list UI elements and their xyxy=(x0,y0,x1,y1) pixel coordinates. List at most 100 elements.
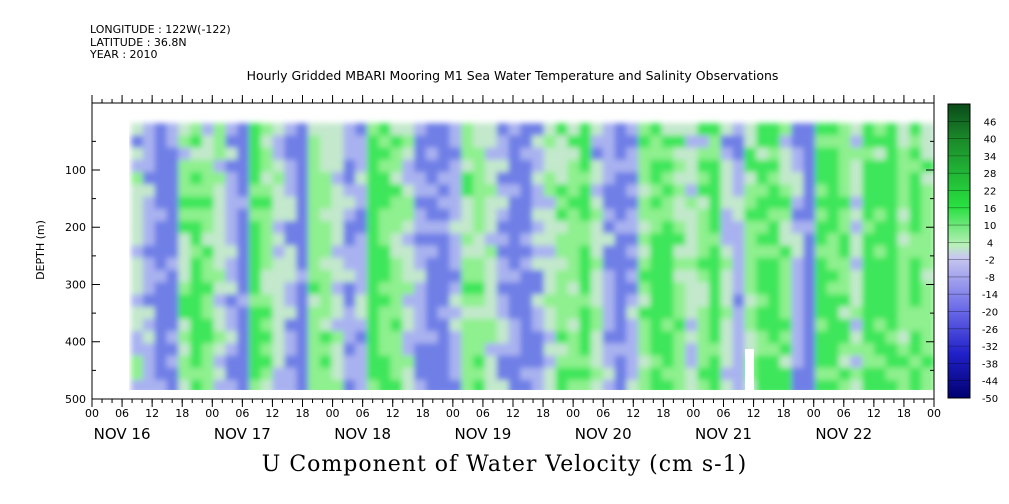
heatmap-cell xyxy=(437,294,452,309)
heatmap-cell xyxy=(473,306,487,321)
heatmap-cell xyxy=(520,380,535,390)
heatmap-cell xyxy=(815,306,829,321)
heatmap-cell xyxy=(685,208,700,223)
heatmap-cell xyxy=(496,331,511,346)
heatmap-cell xyxy=(520,172,535,187)
heatmap-cell xyxy=(260,355,275,370)
heatmap-cell xyxy=(425,221,440,236)
heatmap-cell xyxy=(650,306,664,321)
heatmap-cell xyxy=(308,147,322,162)
heatmap-cell xyxy=(591,233,605,248)
heatmap-cell xyxy=(685,367,700,382)
heatmap-cell xyxy=(874,318,888,334)
heatmap-cell xyxy=(567,233,582,248)
heatmap-cell xyxy=(815,147,829,162)
heatmap-cell xyxy=(803,147,818,162)
x-hour-tick-label: 12 xyxy=(145,407,159,420)
heatmap-cell xyxy=(272,196,287,211)
heatmap-cell xyxy=(803,123,818,138)
heatmap-cell xyxy=(201,184,216,199)
heatmap-cell xyxy=(343,257,358,272)
heatmap-cell xyxy=(366,355,381,370)
heatmap-cell xyxy=(437,270,452,285)
heatmap-cell xyxy=(885,270,900,285)
heatmap-cell xyxy=(437,184,452,199)
heatmap-cell xyxy=(484,343,499,358)
heatmap-cell xyxy=(425,318,440,334)
heatmap-cell xyxy=(767,221,782,236)
heatmap-cell xyxy=(862,147,876,162)
heatmap-cell xyxy=(249,367,263,382)
heatmap-cell xyxy=(484,282,499,297)
heatmap-cell xyxy=(767,318,782,334)
heatmap-cell xyxy=(779,257,794,272)
heatmap-cell xyxy=(791,172,806,187)
heatmap-cell xyxy=(355,172,369,187)
heatmap-cell xyxy=(826,294,841,309)
heatmap-cell xyxy=(237,380,251,390)
heatmap-cell xyxy=(921,367,934,382)
heatmap-cell xyxy=(638,257,652,272)
heatmap-cell xyxy=(826,306,841,321)
heatmap-cell xyxy=(484,331,499,346)
heatmap-cell xyxy=(425,355,440,370)
heatmap-cell xyxy=(638,270,652,285)
heatmap-cell xyxy=(437,233,452,248)
heatmap-cell xyxy=(626,270,641,285)
heatmap-cell xyxy=(555,196,570,211)
heatmap-cell xyxy=(685,355,700,370)
heatmap-cell xyxy=(260,135,275,150)
heatmap-cell xyxy=(708,208,723,223)
heatmap-cell xyxy=(779,123,794,138)
heatmap-cell xyxy=(708,123,723,138)
heatmap-cell xyxy=(213,245,228,260)
heatmap-cell xyxy=(319,343,334,358)
heatmap-cell xyxy=(532,172,546,187)
heatmap-cell xyxy=(555,147,570,162)
heatmap-cell xyxy=(862,306,876,321)
heatmap-cell xyxy=(260,306,275,321)
heatmap-cell xyxy=(319,331,334,346)
heatmap-cell xyxy=(862,233,876,248)
heatmap-cell xyxy=(473,123,487,138)
heatmap-cell xyxy=(154,367,169,382)
heatmap-cell xyxy=(131,331,145,346)
x-hour-tick-label: 18 xyxy=(656,407,670,420)
heatmap-cell xyxy=(237,208,251,223)
heatmap-cell xyxy=(897,233,912,248)
heatmap-cell xyxy=(791,318,806,334)
heatmap-cell xyxy=(673,318,688,334)
heatmap-cell xyxy=(885,318,900,334)
heatmap-cell xyxy=(154,172,169,187)
heatmap-cell xyxy=(131,172,145,187)
heatmap-cell xyxy=(862,282,876,297)
heatmap-cell xyxy=(201,331,216,346)
heatmap-cell xyxy=(909,135,924,150)
heatmap-cell xyxy=(461,196,476,211)
heatmap-cell xyxy=(272,233,287,248)
heatmap-cell xyxy=(626,331,641,346)
heatmap-cell xyxy=(862,367,876,382)
heatmap-cell xyxy=(343,208,358,223)
heatmap-cell xyxy=(921,208,934,223)
heatmap-cell xyxy=(449,282,464,297)
heatmap-cell xyxy=(555,367,570,382)
heatmap-cell xyxy=(131,282,145,297)
heatmap-cell xyxy=(390,172,405,187)
heatmap-cell xyxy=(390,282,405,297)
x-hour-tick-label: 18 xyxy=(536,407,550,420)
heatmap-cell xyxy=(308,123,322,138)
heatmap-cell xyxy=(496,282,511,297)
heatmap-cell xyxy=(862,245,876,260)
heatmap-cell xyxy=(166,135,181,150)
heatmap-cell xyxy=(543,233,558,248)
heatmap-cell xyxy=(449,123,464,138)
heatmap-cell xyxy=(532,367,546,382)
heatmap-cell xyxy=(815,270,829,285)
heatmap-cell xyxy=(449,135,464,150)
heatmap-cell xyxy=(473,233,487,248)
heatmap-cell xyxy=(142,257,157,272)
heatmap-cell xyxy=(744,221,759,236)
heatmap-cell xyxy=(296,355,310,370)
heatmap-cell xyxy=(602,221,617,236)
